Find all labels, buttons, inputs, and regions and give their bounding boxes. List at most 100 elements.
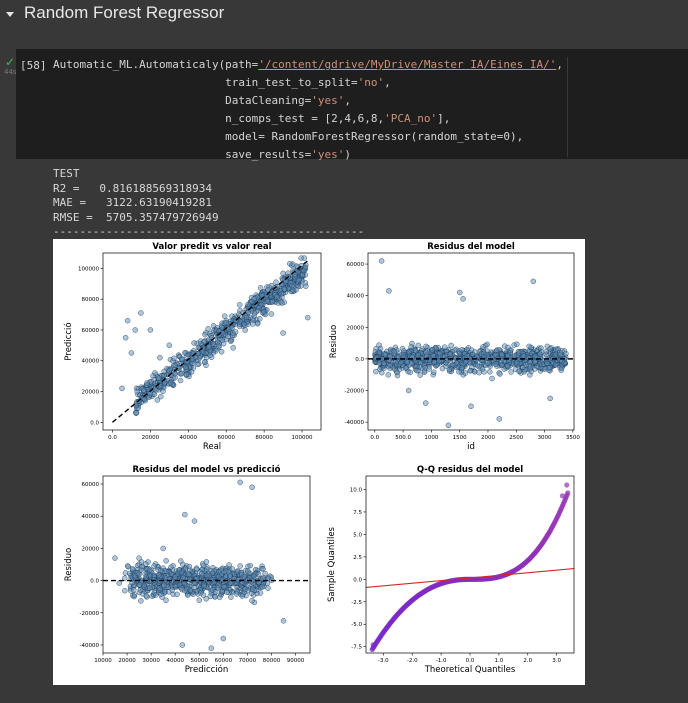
data-point [199,349,206,355]
data-point [520,353,527,359]
data-point [479,366,486,372]
run-status[interactable]: ✓ 44s [3,55,17,79]
data-point [243,314,250,321]
data-point [212,594,219,600]
y-tick-label: -2.5 [351,600,362,606]
data-point [537,351,543,357]
data-point [415,352,421,358]
data-point [431,369,437,376]
data-point [160,545,166,552]
data-point [534,363,540,369]
x-tick-label: 0.0 [466,658,475,664]
data-point [209,587,216,593]
y-tick-label: -7.5 [351,645,362,651]
data-point [508,369,514,375]
data-point [161,582,167,588]
data-point [178,569,185,576]
data-point [378,258,385,264]
y-tick-label: 40000 [82,359,100,365]
x-tick-label: 3.0 [552,658,561,664]
plot-predicted-vs-real: 0.0 20000 40000 60000 80000 100000 0.0 20000 400… [63,242,322,452]
data-point [136,582,143,588]
data-point [395,353,402,360]
data-point [398,359,404,366]
data-point [553,346,559,353]
data-point [547,346,553,352]
data-point [260,566,266,572]
data-point [206,344,212,350]
data-point [192,580,198,586]
data-point [265,585,271,591]
section-header[interactable]: Random Forest Regressor [0,0,688,32]
plot-title: Residus del model vs predicció [132,464,280,475]
y-tick-label: -5.0 [351,622,362,628]
data-point [456,369,462,375]
x-tick-label: 1.0 [495,658,504,664]
data-point [140,387,147,393]
data-point [460,296,466,302]
data-point [296,276,302,283]
data-point [426,357,433,363]
data-point [417,372,423,378]
data-point [280,270,286,277]
data-point [547,395,553,402]
data-point [406,349,412,355]
data-point [198,570,205,577]
plot-area [368,253,574,430]
data-point [180,575,187,581]
x-tick-label: 500.0 [395,435,411,441]
data-point [268,311,275,317]
data-point [299,272,306,278]
data-point [386,288,392,294]
y-tick-label: 7.5 [353,510,362,516]
data-point [191,340,197,346]
plot-frame [102,475,311,654]
section-title: Random Forest Regressor [24,3,225,22]
data-point [137,587,144,593]
scatter-points [368,258,574,429]
x-tick-label: 0.0 [108,435,117,441]
data-point [431,359,438,366]
data-point [172,371,178,377]
data-point [412,347,419,354]
data-point [157,587,163,593]
data-point [183,364,189,371]
data-point [201,339,207,345]
data-point [385,372,391,378]
data-point [179,642,186,648]
data-point [459,346,465,353]
data-point [134,388,140,395]
data-point [448,342,454,349]
y-tick-label: -40000 [80,643,100,649]
data-point [241,321,247,327]
data-point [141,396,148,403]
code-editor[interactable]: Automatic_ML.Automaticaly(path='/content… [53,58,563,161]
data-point [147,585,153,591]
data-point [203,596,209,602]
data-point [220,584,227,590]
y-axis-label: Sample Quantiles [327,526,337,602]
code-cell[interactable] [16,49,688,159]
chevron-down-icon[interactable] [6,12,14,17]
data-point [129,566,136,572]
data-point [168,571,175,577]
data-point [250,573,257,579]
data-point [244,568,251,574]
data-point [462,370,469,376]
data-point [131,587,137,593]
x-tick-label: 3500 [566,435,580,441]
x-tick-label: 0.0 [370,435,379,441]
data-point [161,372,167,379]
plot-title: Q-Q residus del model [417,465,523,475]
data-point [153,592,159,598]
data-point [249,484,255,491]
data-point [124,563,131,569]
data-point [163,597,169,603]
data-point [564,482,570,488]
x-axis-label: Real [203,442,221,452]
data-point [523,361,529,368]
data-point [166,342,173,349]
y-tick-label: 40000 [82,514,100,520]
data-point [273,279,279,285]
output-mae: MAE = 3122.63190419281 [53,196,212,209]
